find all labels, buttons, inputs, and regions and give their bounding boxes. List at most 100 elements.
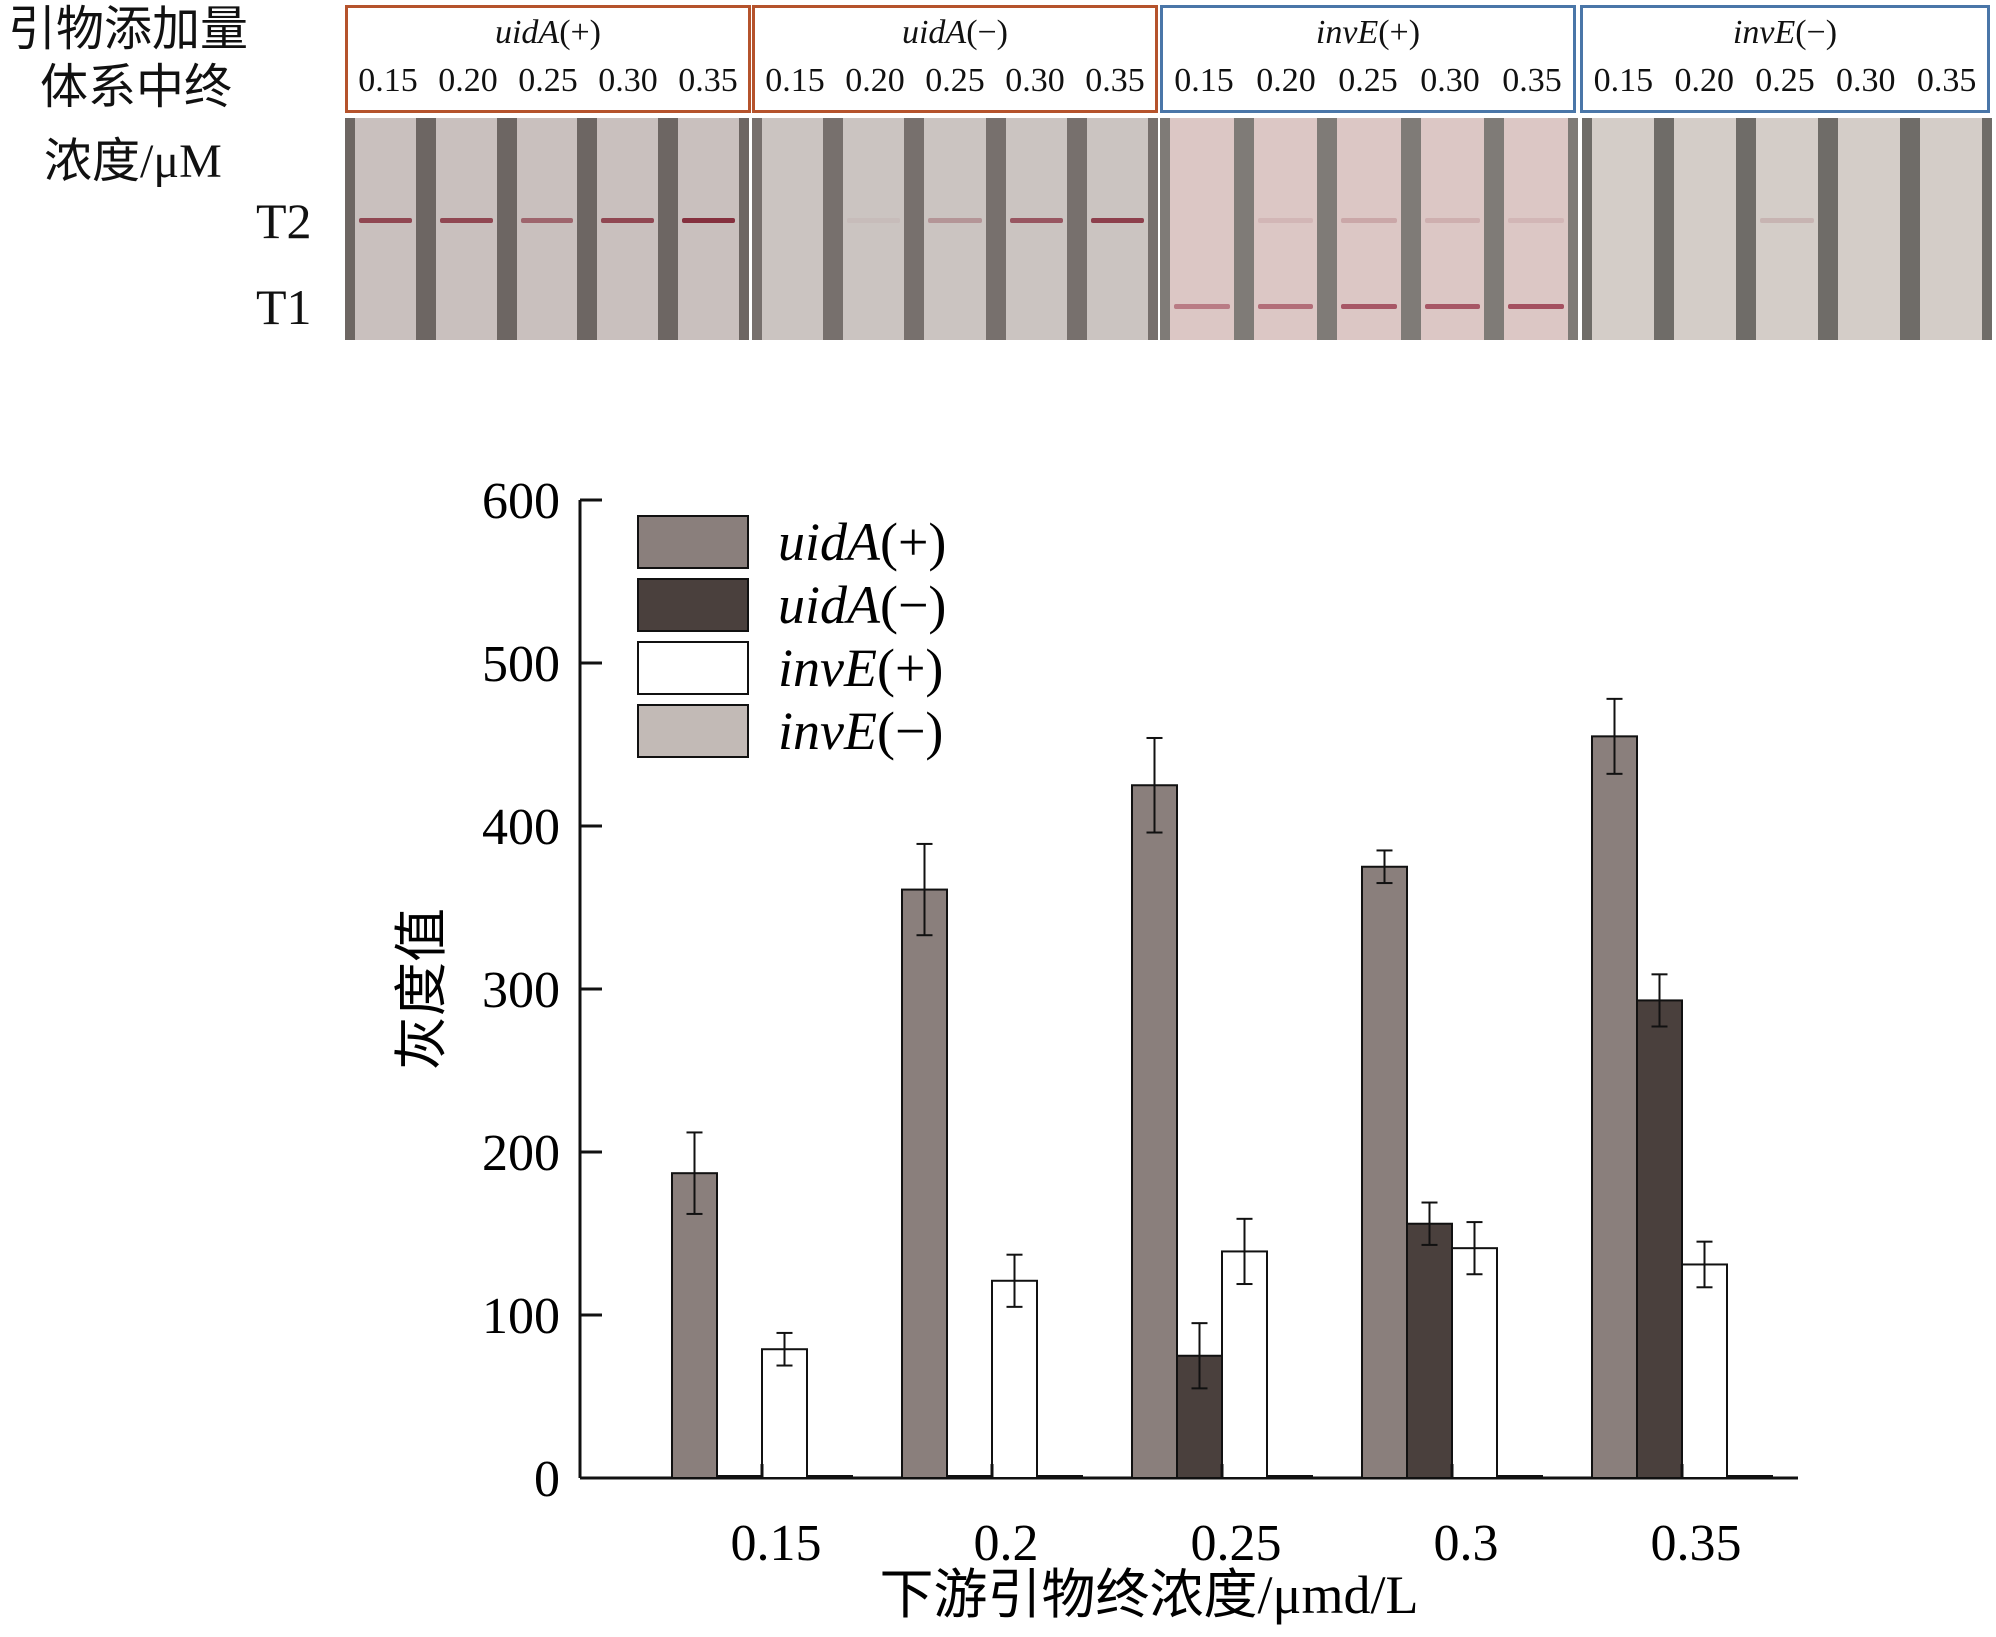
legend-series-name: uidA	[778, 512, 881, 572]
test-line-t2	[520, 218, 574, 223]
strip-group-title: invE(−)	[1583, 14, 1987, 52]
test-line-t2	[928, 218, 982, 223]
bar	[1406, 1222, 1453, 1479]
strip-group-sign: (−)	[1795, 14, 1838, 51]
legend-label: invE(+)	[778, 638, 943, 698]
strip-group-box: invE(+) 0.15 0.20 0.25 0.30 0.35	[1160, 5, 1576, 113]
y-tick-label: 600	[482, 473, 560, 530]
bar	[946, 1475, 993, 1479]
test-strip	[1756, 118, 1818, 340]
bar	[1726, 1475, 1773, 1479]
legend-series-sign: (+)	[880, 512, 946, 572]
strip-group-sign: (+)	[1378, 14, 1421, 51]
strip-group-name: uidA	[494, 14, 560, 51]
strip-concentration-row: 0.15 0.20 0.25 0.30 0.35	[1583, 62, 1987, 100]
legend-series-sign: (−)	[880, 575, 946, 635]
test-strip	[678, 118, 739, 340]
strip-concentration-label: 0.20	[845, 62, 905, 99]
strip-concentration-label: 0.25	[1755, 62, 1815, 99]
test-line-t2	[847, 218, 901, 223]
strip-group-sign: (+)	[559, 14, 602, 51]
y-tick-label: 100	[482, 1288, 560, 1345]
bar	[716, 1475, 763, 1479]
test-line-t2	[1508, 218, 1564, 223]
band-label-t2: T2	[256, 193, 312, 249]
bar	[1131, 784, 1178, 1479]
row-label-primer-amount: 引物添加量	[8, 3, 249, 56]
strip-concentration-label: 0.30	[598, 62, 658, 99]
strip-photo	[1582, 118, 1992, 340]
strip-group-box: uidA(−) 0.15 0.20 0.25 0.30 0.35	[752, 5, 1158, 113]
strip-group-name: invE	[1732, 14, 1796, 51]
y-tick-label: 300	[482, 962, 560, 1019]
strip-concentration-label: 0.30	[1836, 62, 1896, 99]
test-line-t2	[439, 218, 493, 223]
y-tick-label: 400	[482, 799, 560, 856]
strip-concentration-row: 0.15 0.20 0.25 0.30 0.35	[1163, 62, 1573, 100]
test-strip	[1674, 118, 1736, 340]
y-tick-label: 500	[482, 636, 560, 693]
strip-concentration-label: 0.20	[438, 62, 498, 99]
strip-concentration-label: 0.20	[1674, 62, 1734, 99]
test-strip	[1420, 118, 1485, 340]
test-strip	[1337, 118, 1401, 340]
strip-group-title: invE(+)	[1163, 14, 1573, 52]
test-line-t2	[1424, 218, 1481, 223]
legend-label: uidA(−)	[778, 575, 946, 635]
legend-label: invE(−)	[778, 701, 943, 761]
strip-concentration-label: 0.25	[518, 62, 578, 99]
x-tick-label: 0.35	[1651, 1515, 1742, 1572]
legend-swatch	[637, 704, 749, 758]
legend-swatch	[637, 578, 749, 632]
legend-series-sign: (+)	[877, 638, 943, 698]
strip-concentration-row: 0.15 0.20 0.25 0.30 0.35	[348, 62, 748, 100]
test-line-t2	[682, 218, 735, 223]
test-strip	[924, 118, 986, 340]
test-line-t2	[1090, 218, 1144, 223]
strip-concentration-label: 0.30	[1005, 62, 1065, 99]
test-strip	[516, 118, 578, 340]
test-strip	[355, 118, 416, 340]
strip-concentration-row: 0.15 0.20 0.25 0.30 0.35	[755, 62, 1155, 100]
test-line-t2	[1760, 218, 1814, 223]
strip-concentration-label: 0.25	[1338, 62, 1398, 99]
test-line-t1	[1508, 304, 1564, 309]
bar	[1496, 1475, 1543, 1479]
test-line-t2	[601, 218, 655, 223]
strip-group-name: invE	[1315, 14, 1379, 51]
test-line-t2	[1009, 218, 1063, 223]
y-tick-label: 0	[534, 1451, 560, 1508]
bar	[1036, 1475, 1083, 1479]
strip-photo	[752, 118, 1158, 340]
legend-series-name: uidA	[778, 575, 881, 635]
strip-concentration-label: 0.15	[1174, 62, 1234, 99]
y-tick-label: 200	[482, 1125, 560, 1182]
bar	[1681, 1263, 1728, 1479]
x-tick-label: 0.3	[1434, 1515, 1499, 1572]
strip-group-box: invE(−) 0.15 0.20 0.25 0.30 0.35	[1580, 5, 1990, 113]
bar	[1636, 999, 1683, 1479]
strip-concentration-label: 0.35	[1085, 62, 1145, 99]
test-strip	[1838, 118, 1900, 340]
bar	[671, 1172, 718, 1479]
strip-concentration-label: 0.20	[1256, 62, 1316, 99]
bar	[761, 1348, 808, 1479]
strip-concentration-label: 0.35	[1502, 62, 1562, 99]
bar	[1266, 1475, 1313, 1479]
legend-swatch	[637, 515, 749, 569]
bar	[806, 1475, 853, 1479]
strip-concentration-label: 0.35	[678, 62, 738, 99]
strip-group-title: uidA(+)	[348, 14, 748, 52]
x-tick-label: 0.25	[1191, 1515, 1282, 1572]
x-axis-title: 下游引物终浓度/μmd/L	[880, 1565, 1419, 1625]
strip-group-title: uidA(−)	[755, 14, 1155, 52]
legend-series-name: invE	[778, 701, 877, 761]
bar	[1591, 735, 1638, 1479]
row-label-system-final: 体系中终	[40, 61, 233, 114]
strip-concentration-label: 0.30	[1420, 62, 1480, 99]
test-strip	[597, 118, 659, 340]
strip-group-sign: (−)	[966, 14, 1009, 51]
test-line-t1	[1257, 304, 1314, 309]
